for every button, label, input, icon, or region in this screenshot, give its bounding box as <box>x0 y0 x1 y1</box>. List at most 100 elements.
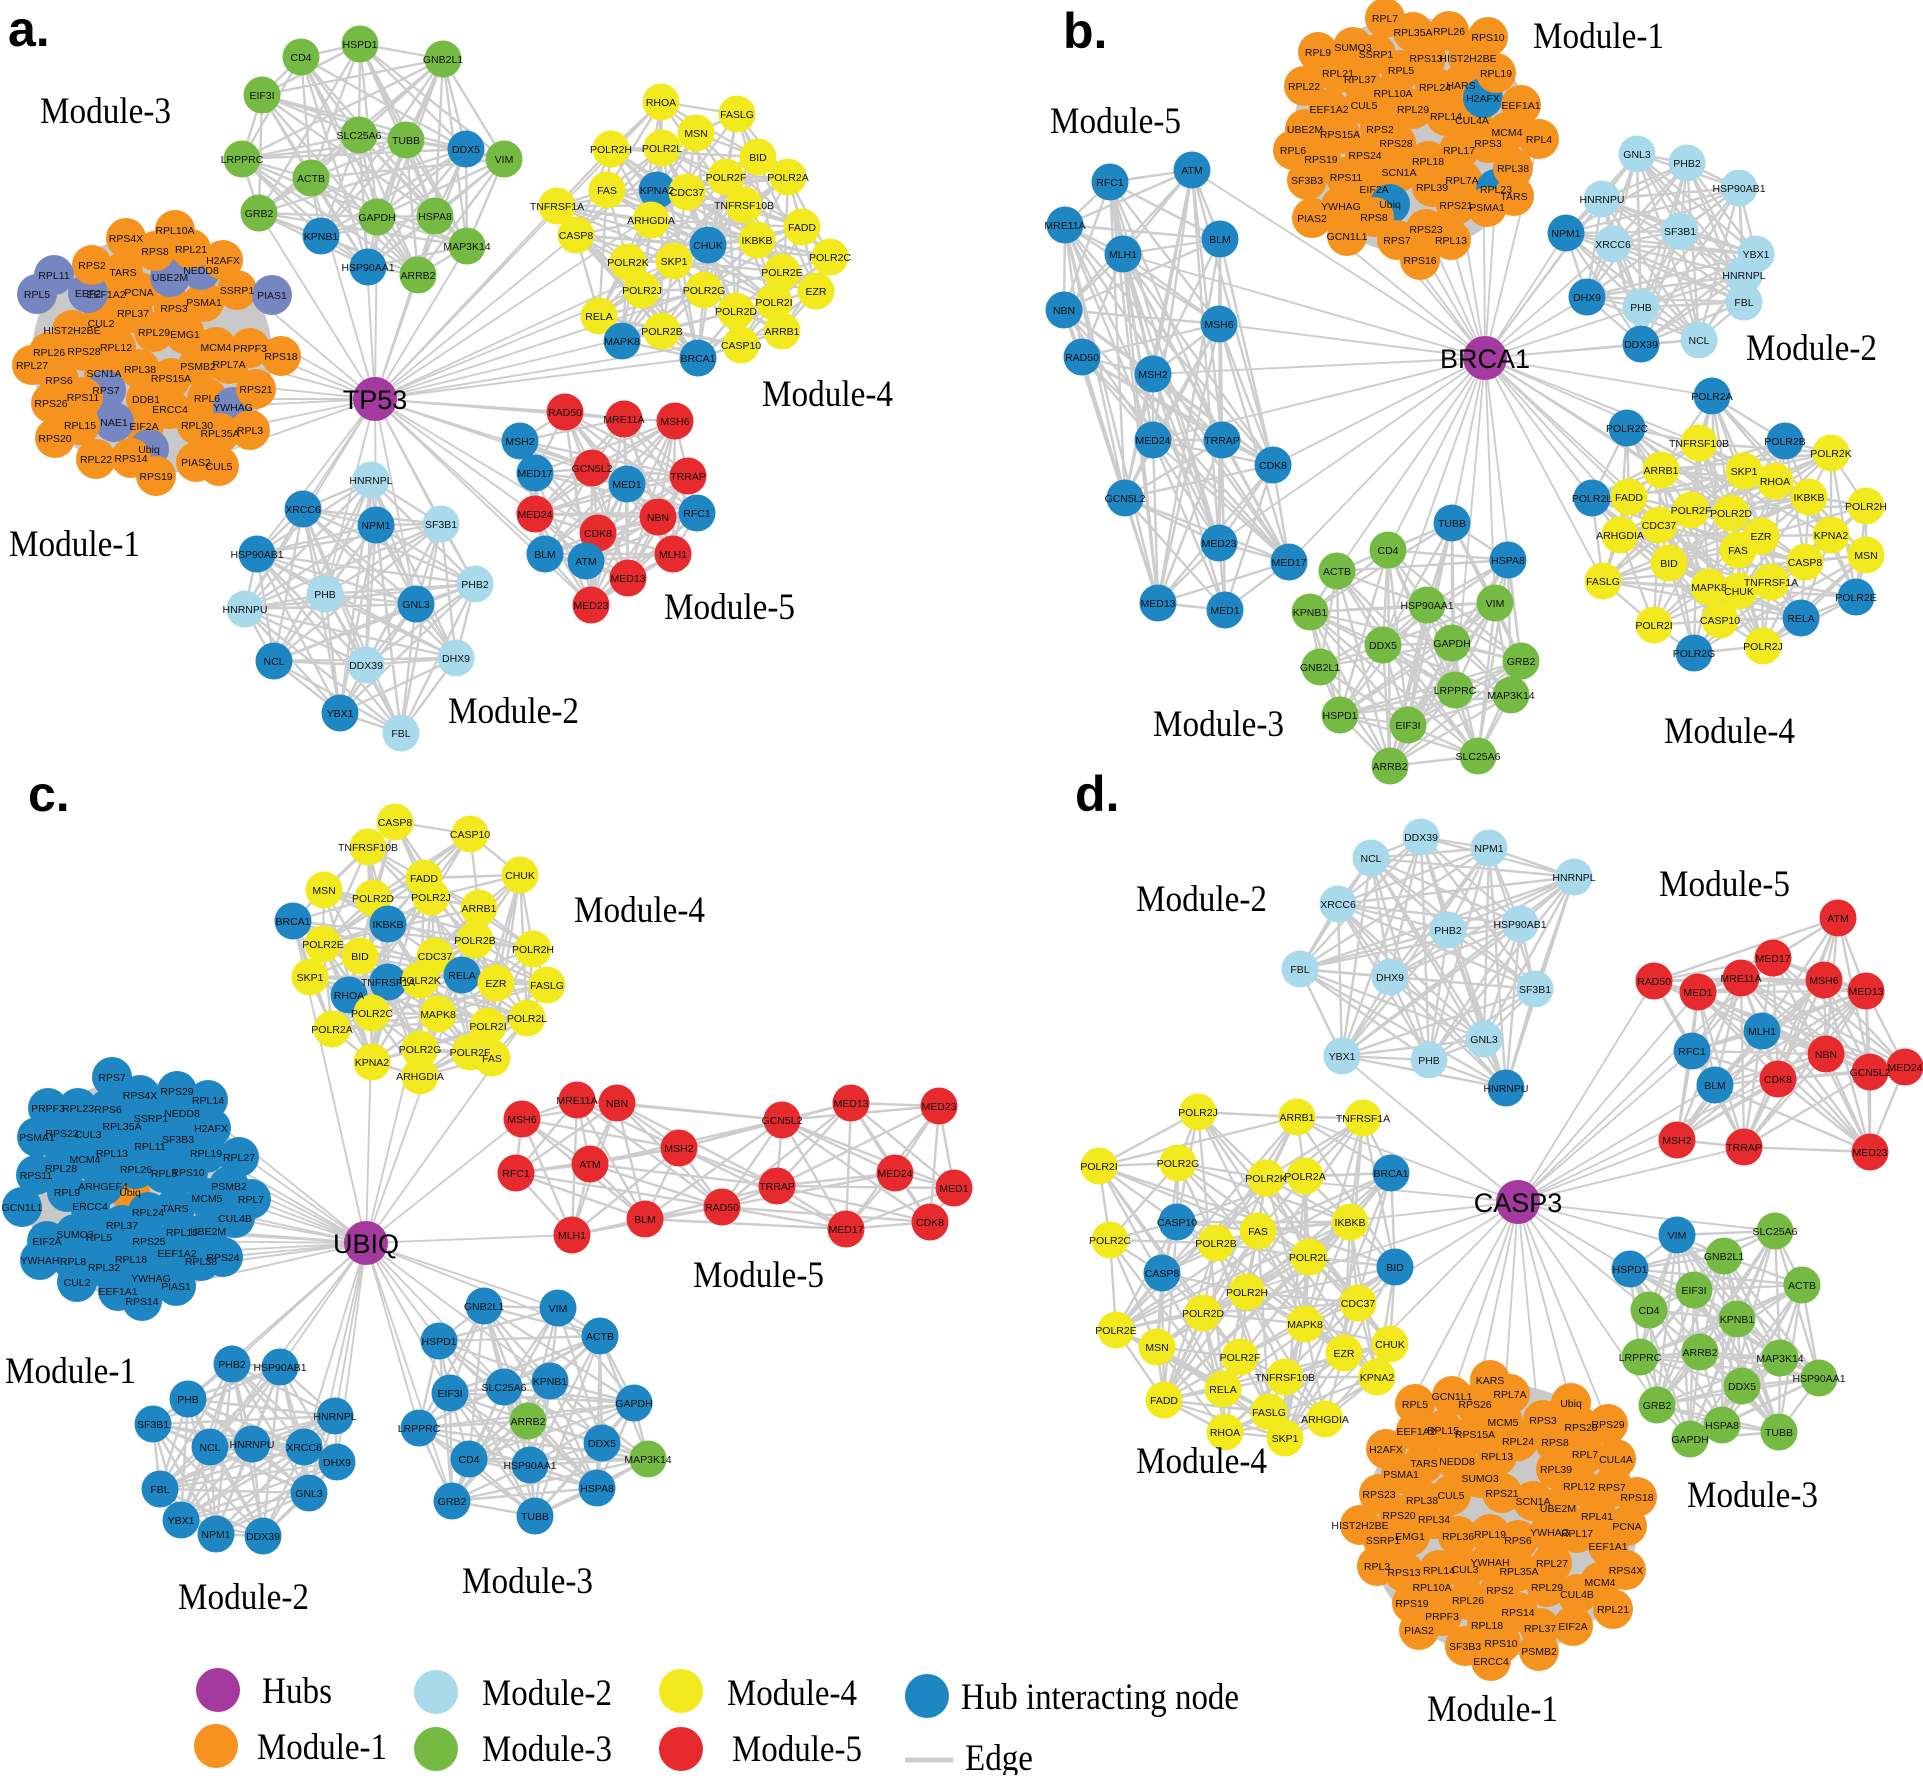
svg-text:NEDD8: NEDD8 <box>164 1108 200 1120</box>
svg-text:MCM4: MCM4 <box>201 342 232 354</box>
svg-text:FASLG: FASLG <box>720 109 754 121</box>
svg-text:PHB2: PHB2 <box>461 579 489 591</box>
svg-text:RPS16: RPS16 <box>1403 255 1436 267</box>
svg-text:TARS: TARS <box>161 1203 188 1215</box>
svg-text:MLH1: MLH1 <box>558 1230 586 1242</box>
svg-text:MCM4: MCM4 <box>1492 127 1523 139</box>
svg-text:PRPF3: PRPF3 <box>233 343 267 355</box>
svg-text:EIF3I: EIF3I <box>437 1388 462 1400</box>
svg-text:EEF1A1: EEF1A1 <box>1588 1541 1627 1553</box>
svg-text:MED1: MED1 <box>1210 605 1239 617</box>
svg-text:GAPDH: GAPDH <box>1433 638 1470 650</box>
svg-text:XRCC6: XRCC6 <box>285 504 321 516</box>
svg-text:RPL29: RPL29 <box>138 327 170 339</box>
svg-text:ACTB: ACTB <box>297 173 325 185</box>
svg-text:FADD: FADD <box>788 222 816 234</box>
svg-text:FAS: FAS <box>1728 545 1748 557</box>
svg-text:KPNB1: KPNB1 <box>304 231 339 243</box>
svg-text:Module-2: Module-2 <box>178 1577 309 1618</box>
svg-text:ACTB: ACTB <box>586 1331 614 1343</box>
svg-text:RPS10: RPS10 <box>1484 1638 1517 1650</box>
svg-text:DDX39: DDX39 <box>349 660 383 672</box>
svg-text:RPL38: RPL38 <box>1406 1495 1438 1507</box>
svg-text:RPL3: RPL3 <box>237 425 263 437</box>
svg-text:HSP90AB1: HSP90AB1 <box>1493 919 1546 931</box>
svg-text:POLR2L: POLR2L <box>507 1013 547 1025</box>
svg-text:MED1: MED1 <box>612 479 641 491</box>
svg-text:KPNA2: KPNA2 <box>355 1057 390 1069</box>
svg-text:RPS8: RPS8 <box>1541 1437 1569 1449</box>
svg-text:VIM: VIM <box>549 1303 568 1315</box>
svg-text:SUMO3: SUMO3 <box>1334 42 1372 54</box>
svg-text:GCN5L2: GCN5L2 <box>1850 1067 1891 1079</box>
svg-text:IKBKB: IKBKB <box>1335 1217 1366 1229</box>
svg-text:RPS15A: RPS15A <box>1320 129 1360 141</box>
svg-text:MED17: MED17 <box>828 1224 863 1236</box>
svg-text:POLR2K: POLR2K <box>1810 448 1851 460</box>
svg-text:EIF3I: EIF3I <box>1395 720 1420 732</box>
svg-text:RPL6: RPL6 <box>1280 145 1306 157</box>
svg-text:GNB2L1: GNB2L1 <box>423 54 463 66</box>
svg-text:CD4: CD4 <box>290 52 311 64</box>
svg-text:RPS6: RPS6 <box>45 375 73 387</box>
svg-text:RPL24: RPL24 <box>1502 1436 1534 1448</box>
svg-text:MSH2: MSH2 <box>664 1143 693 1155</box>
svg-text:TNFRSF10B: TNFRSF10B <box>338 842 398 854</box>
svg-text:GCN5L2: GCN5L2 <box>762 1115 803 1127</box>
svg-text:CD4: CD4 <box>458 1454 479 1466</box>
svg-text:FBL: FBL <box>1734 297 1753 309</box>
svg-text:SLC25A6: SLC25A6 <box>1456 751 1501 763</box>
svg-text:NEDD8: NEDD8 <box>1439 1456 1475 1468</box>
svg-text:Hubs: Hubs <box>262 1671 332 1712</box>
svg-text:EIF2A: EIF2A <box>32 1236 61 1248</box>
svg-text:HSP90AB1: HSP90AB1 <box>253 1362 306 1374</box>
svg-text:RPS10: RPS10 <box>171 1167 204 1179</box>
svg-text:MLH1: MLH1 <box>1109 249 1137 261</box>
svg-text:Module-5: Module-5 <box>732 1729 862 1770</box>
svg-text:Module-1: Module-1 <box>9 524 140 565</box>
svg-text:CUL3: CUL3 <box>1452 1564 1479 1576</box>
svg-text:MSH6: MSH6 <box>660 416 689 428</box>
svg-text:MAPK8: MAPK8 <box>604 336 640 348</box>
svg-text:CUL4A: CUL4A <box>1455 115 1489 127</box>
svg-text:RFC1: RFC1 <box>683 508 711 520</box>
svg-text:POLR2F: POLR2F <box>706 172 747 184</box>
svg-text:EEF1A2: EEF1A2 <box>1396 1426 1435 1438</box>
svg-text:RPL10A: RPL10A <box>155 225 194 237</box>
svg-text:RPL4: RPL4 <box>1526 134 1552 146</box>
svg-text:ARRB2: ARRB2 <box>510 1416 545 1428</box>
svg-text:GRB2: GRB2 <box>1643 1400 1672 1412</box>
svg-text:RPL27: RPL27 <box>223 1152 255 1164</box>
svg-text:RPL39: RPL39 <box>1416 182 1448 194</box>
svg-text:CD4: CD4 <box>1638 1305 1659 1317</box>
svg-text:RPS6: RPS6 <box>94 1104 122 1116</box>
svg-text:YWHAG: YWHAG <box>1321 201 1361 213</box>
svg-text:PCNA: PCNA <box>124 287 153 299</box>
svg-text:CD4: CD4 <box>1377 545 1398 557</box>
svg-text:MED17: MED17 <box>517 468 552 480</box>
svg-text:ERCC4: ERCC4 <box>1473 1656 1509 1668</box>
svg-text:HNRNPU: HNRNPU <box>1484 1083 1529 1095</box>
svg-text:c.: c. <box>28 766 70 822</box>
svg-text:Module-1: Module-1 <box>5 1351 136 1392</box>
svg-text:H2AFX: H2AFX <box>206 255 240 267</box>
svg-text:RAD50: RAD50 <box>1637 976 1671 988</box>
svg-text:XRCC6: XRCC6 <box>1320 899 1356 911</box>
svg-text:YBX1: YBX1 <box>1329 1051 1356 1063</box>
svg-text:RPS3: RPS3 <box>1474 138 1502 150</box>
svg-text:CASP10: CASP10 <box>721 340 761 352</box>
svg-text:CASP8: CASP8 <box>378 817 413 829</box>
svg-text:RFC1: RFC1 <box>502 1168 530 1180</box>
svg-text:RPL27: RPL27 <box>1536 1558 1568 1570</box>
svg-text:RELA: RELA <box>448 970 475 982</box>
svg-text:HIST2H2BE: HIST2H2BE <box>43 325 100 337</box>
svg-text:PRPF3: PRPF3 <box>31 1103 65 1115</box>
svg-text:BID: BID <box>749 152 767 164</box>
svg-text:CUL4A: CUL4A <box>1599 1454 1633 1466</box>
svg-text:TARS: TARS <box>1500 191 1527 203</box>
svg-text:RPL18: RPL18 <box>1471 1620 1503 1632</box>
svg-text:ARHGDIA: ARHGDIA <box>1596 530 1644 542</box>
svg-text:DDX39: DDX39 <box>1624 339 1658 351</box>
svg-text:HNRNPL: HNRNPL <box>349 475 392 487</box>
svg-text:RPS24: RPS24 <box>1348 150 1381 162</box>
